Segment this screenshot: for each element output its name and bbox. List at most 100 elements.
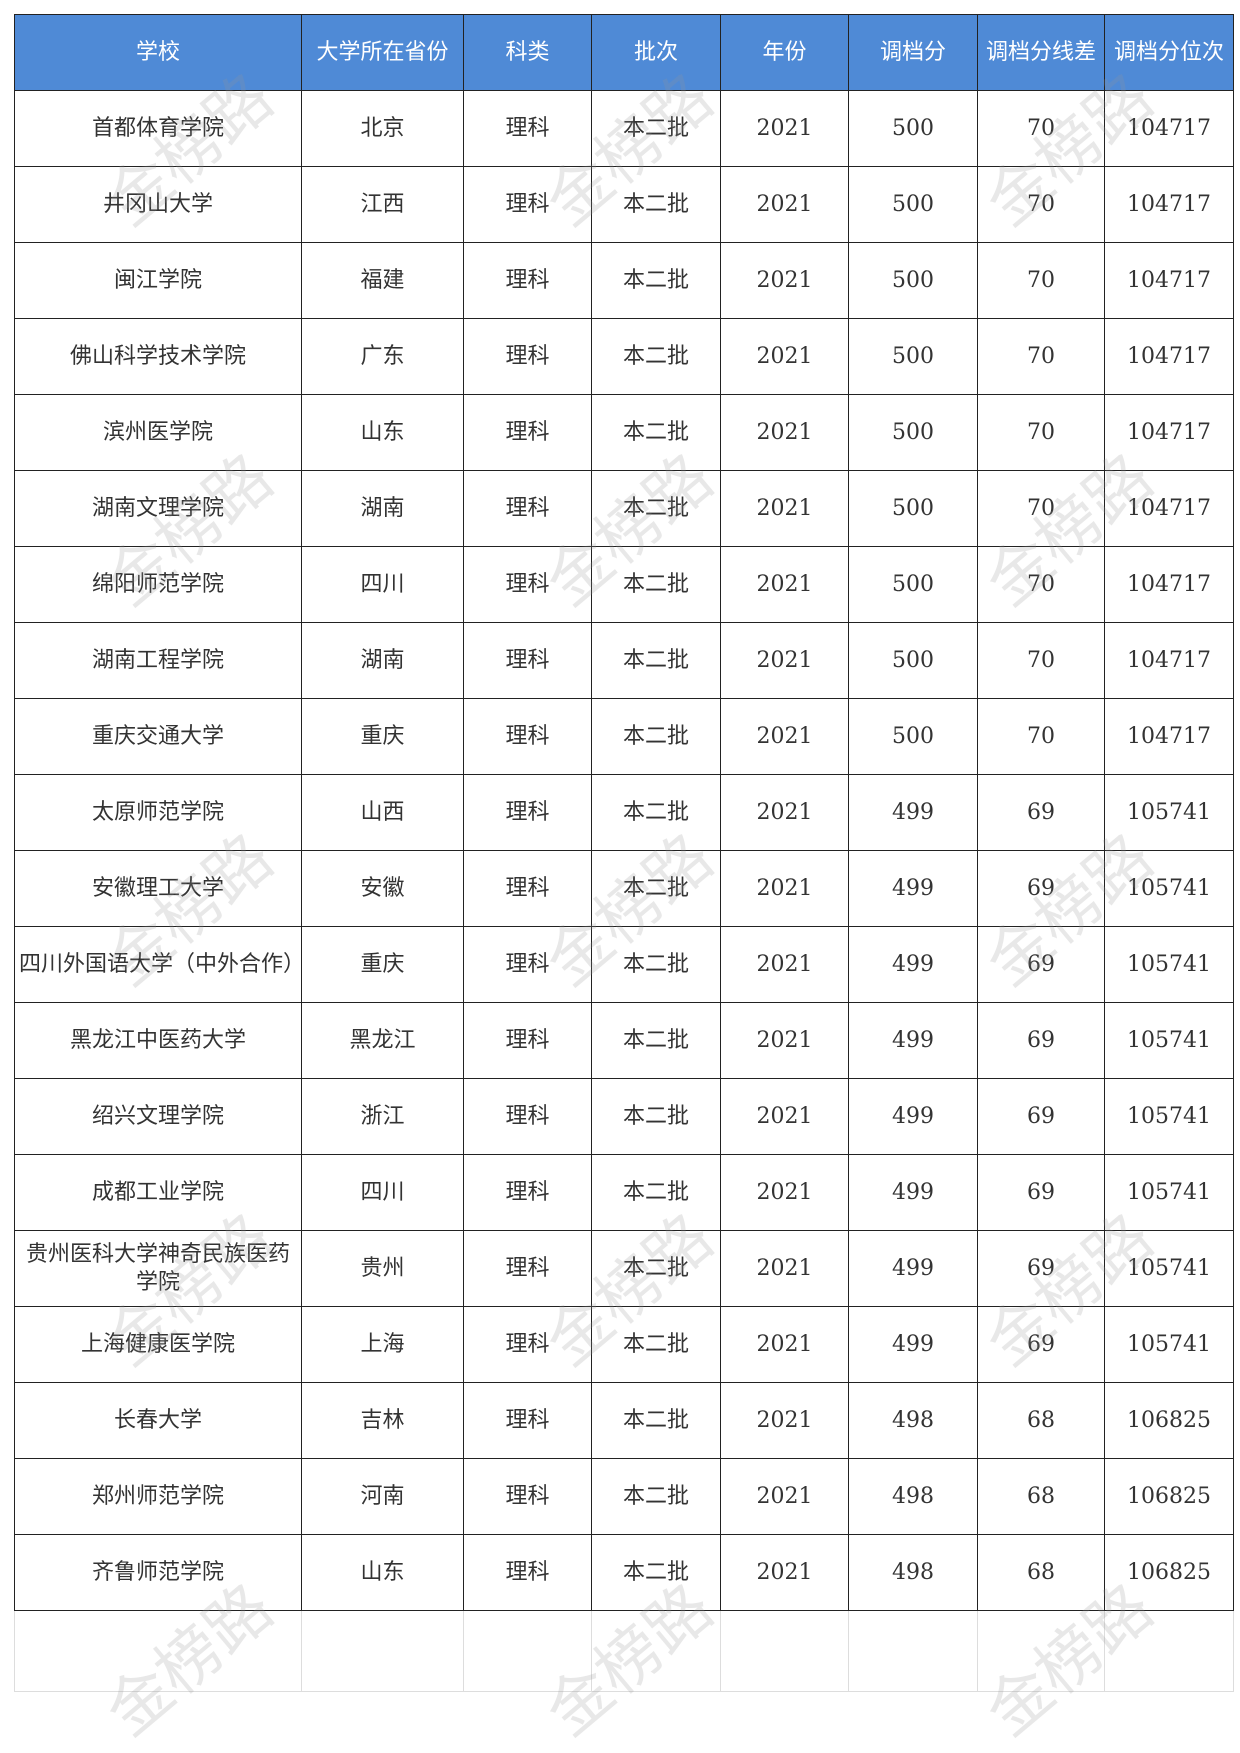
cell-score-diff: 69 bbox=[977, 1306, 1105, 1383]
cell-batch: 本二批 bbox=[591, 394, 721, 471]
cell-rank: 104717 bbox=[1104, 242, 1234, 319]
cell-school: 黑龙江中医药大学 bbox=[14, 1002, 302, 1079]
header-batch: 批次 bbox=[591, 14, 721, 91]
cell-subject-type: 理科 bbox=[463, 698, 592, 775]
empty-cell bbox=[463, 1610, 592, 1692]
cell-score-diff: 70 bbox=[977, 242, 1105, 319]
cell-rank: 104717 bbox=[1104, 90, 1234, 167]
table-row: 首都体育学院 北京 理科 本二批 2021 500 70 104717 bbox=[14, 90, 1234, 167]
table-row: 绍兴文理学院 浙江 理科 本二批 2021 499 69 105741 bbox=[14, 1078, 1234, 1155]
table-row: 郑州师范学院 河南 理科 本二批 2021 498 68 106825 bbox=[14, 1458, 1234, 1535]
cell-score-diff: 68 bbox=[977, 1534, 1105, 1611]
cell-score: 499 bbox=[848, 1154, 978, 1231]
cell-score-diff: 69 bbox=[977, 926, 1105, 1003]
cell-rank: 104717 bbox=[1104, 166, 1234, 243]
cell-batch: 本二批 bbox=[591, 1382, 721, 1459]
cell-year: 2021 bbox=[720, 318, 849, 395]
cell-rank: 104717 bbox=[1104, 470, 1234, 547]
cell-province: 北京 bbox=[301, 90, 464, 167]
cell-score-diff: 68 bbox=[977, 1382, 1105, 1459]
cell-province: 山西 bbox=[301, 774, 464, 851]
cell-score: 500 bbox=[848, 90, 978, 167]
cell-score: 500 bbox=[848, 394, 978, 471]
cell-subject-type: 理科 bbox=[463, 394, 592, 471]
cell-rank: 104717 bbox=[1104, 394, 1234, 471]
cell-score: 499 bbox=[848, 1002, 978, 1079]
cell-batch: 本二批 bbox=[591, 850, 721, 927]
cell-school: 贵州医科大学神奇民族医药学院 bbox=[14, 1230, 302, 1307]
cell-province: 江西 bbox=[301, 166, 464, 243]
cell-score-diff: 69 bbox=[977, 1078, 1105, 1155]
cell-batch: 本二批 bbox=[591, 1458, 721, 1535]
header-row: 学校 大学所在省份 科类 批次 年份 调档分 调档分线差 调档分位次 bbox=[14, 14, 1234, 91]
cell-score-diff: 69 bbox=[977, 1154, 1105, 1231]
table-row: 湖南文理学院 湖南 理科 本二批 2021 500 70 104717 bbox=[14, 470, 1234, 547]
cell-score: 499 bbox=[848, 850, 978, 927]
cell-rank: 104717 bbox=[1104, 698, 1234, 775]
cell-score: 500 bbox=[848, 318, 978, 395]
cell-school: 湖南文理学院 bbox=[14, 470, 302, 547]
cell-batch: 本二批 bbox=[591, 1078, 721, 1155]
table-row: 滨州医学院 山东 理科 本二批 2021 500 70 104717 bbox=[14, 394, 1234, 471]
cell-score-diff: 70 bbox=[977, 394, 1105, 471]
cell-subject-type: 理科 bbox=[463, 1382, 592, 1459]
cell-batch: 本二批 bbox=[591, 1534, 721, 1611]
cell-score: 499 bbox=[848, 1230, 978, 1307]
cell-score-diff: 69 bbox=[977, 1230, 1105, 1307]
cell-school: 闽江学院 bbox=[14, 242, 302, 319]
header-score-diff: 调档分线差 bbox=[977, 14, 1105, 91]
cell-school: 上海健康医学院 bbox=[14, 1306, 302, 1383]
cell-year: 2021 bbox=[720, 90, 849, 167]
header-subject-type: 科类 bbox=[463, 14, 592, 91]
cell-school: 重庆交通大学 bbox=[14, 698, 302, 775]
cell-school: 绍兴文理学院 bbox=[14, 1078, 302, 1155]
cell-school: 首都体育学院 bbox=[14, 90, 302, 167]
admission-score-table: 学校 大学所在省份 科类 批次 年份 调档分 调档分线差 调档分位次 首都体育学院 北京 理科 本二… bbox=[14, 14, 1234, 1692]
cell-subject-type: 理科 bbox=[463, 242, 592, 319]
cell-subject-type: 理科 bbox=[463, 850, 592, 927]
cell-score-diff: 69 bbox=[977, 774, 1105, 851]
cell-year: 2021 bbox=[720, 850, 849, 927]
header-year: 年份 bbox=[720, 14, 849, 91]
cell-rank: 105741 bbox=[1104, 1154, 1234, 1231]
cell-school: 四川外国语大学（中外合作） bbox=[14, 926, 305, 1003]
cell-score: 500 bbox=[848, 470, 978, 547]
cell-score-diff: 68 bbox=[977, 1458, 1105, 1535]
cell-batch: 本二批 bbox=[591, 622, 721, 699]
empty-row bbox=[14, 1610, 1234, 1692]
cell-batch: 本二批 bbox=[591, 774, 721, 851]
cell-rank: 105741 bbox=[1104, 926, 1234, 1003]
cell-score-diff: 70 bbox=[977, 166, 1105, 243]
cell-score-diff: 70 bbox=[977, 622, 1105, 699]
cell-subject-type: 理科 bbox=[463, 926, 592, 1003]
cell-year: 2021 bbox=[720, 470, 849, 547]
table-row: 黑龙江中医药大学 黑龙江 理科 本二批 2021 499 69 105741 bbox=[14, 1002, 1234, 1079]
cell-school: 成都工业学院 bbox=[14, 1154, 302, 1231]
cell-score: 500 bbox=[848, 622, 978, 699]
table-row: 井冈山大学 江西 理科 本二批 2021 500 70 104717 bbox=[14, 166, 1234, 243]
cell-subject-type: 理科 bbox=[463, 1230, 592, 1307]
cell-subject-type: 理科 bbox=[463, 1306, 592, 1383]
empty-cell bbox=[720, 1610, 849, 1692]
cell-year: 2021 bbox=[720, 1002, 849, 1079]
table-row: 上海健康医学院 上海 理科 本二批 2021 499 69 105741 bbox=[14, 1306, 1234, 1383]
cell-school: 太原师范学院 bbox=[14, 774, 302, 851]
cell-year: 2021 bbox=[720, 394, 849, 471]
header-score: 调档分 bbox=[848, 14, 978, 91]
cell-subject-type: 理科 bbox=[463, 90, 592, 167]
cell-rank: 106825 bbox=[1104, 1382, 1234, 1459]
cell-rank: 105741 bbox=[1104, 1078, 1234, 1155]
cell-year: 2021 bbox=[720, 926, 849, 1003]
table-row: 四川外国语大学（中外合作） 重庆 理科 本二批 2021 499 69 105741 bbox=[14, 926, 1234, 1003]
cell-rank: 105741 bbox=[1104, 1002, 1234, 1079]
table-row: 齐鲁师范学院 山东 理科 本二批 2021 498 68 106825 bbox=[14, 1534, 1234, 1611]
empty-cell bbox=[301, 1610, 464, 1692]
empty-cell bbox=[591, 1610, 721, 1692]
cell-school: 绵阳师范学院 bbox=[14, 546, 302, 623]
cell-subject-type: 理科 bbox=[463, 622, 592, 699]
cell-year: 2021 bbox=[720, 1306, 849, 1383]
cell-year: 2021 bbox=[720, 1382, 849, 1459]
cell-province: 贵州 bbox=[301, 1230, 464, 1307]
cell-province: 重庆 bbox=[301, 926, 464, 1003]
table-row: 贵州医科大学神奇民族医药学院 贵州 理科 本二批 2021 499 69 105741 bbox=[14, 1230, 1234, 1307]
